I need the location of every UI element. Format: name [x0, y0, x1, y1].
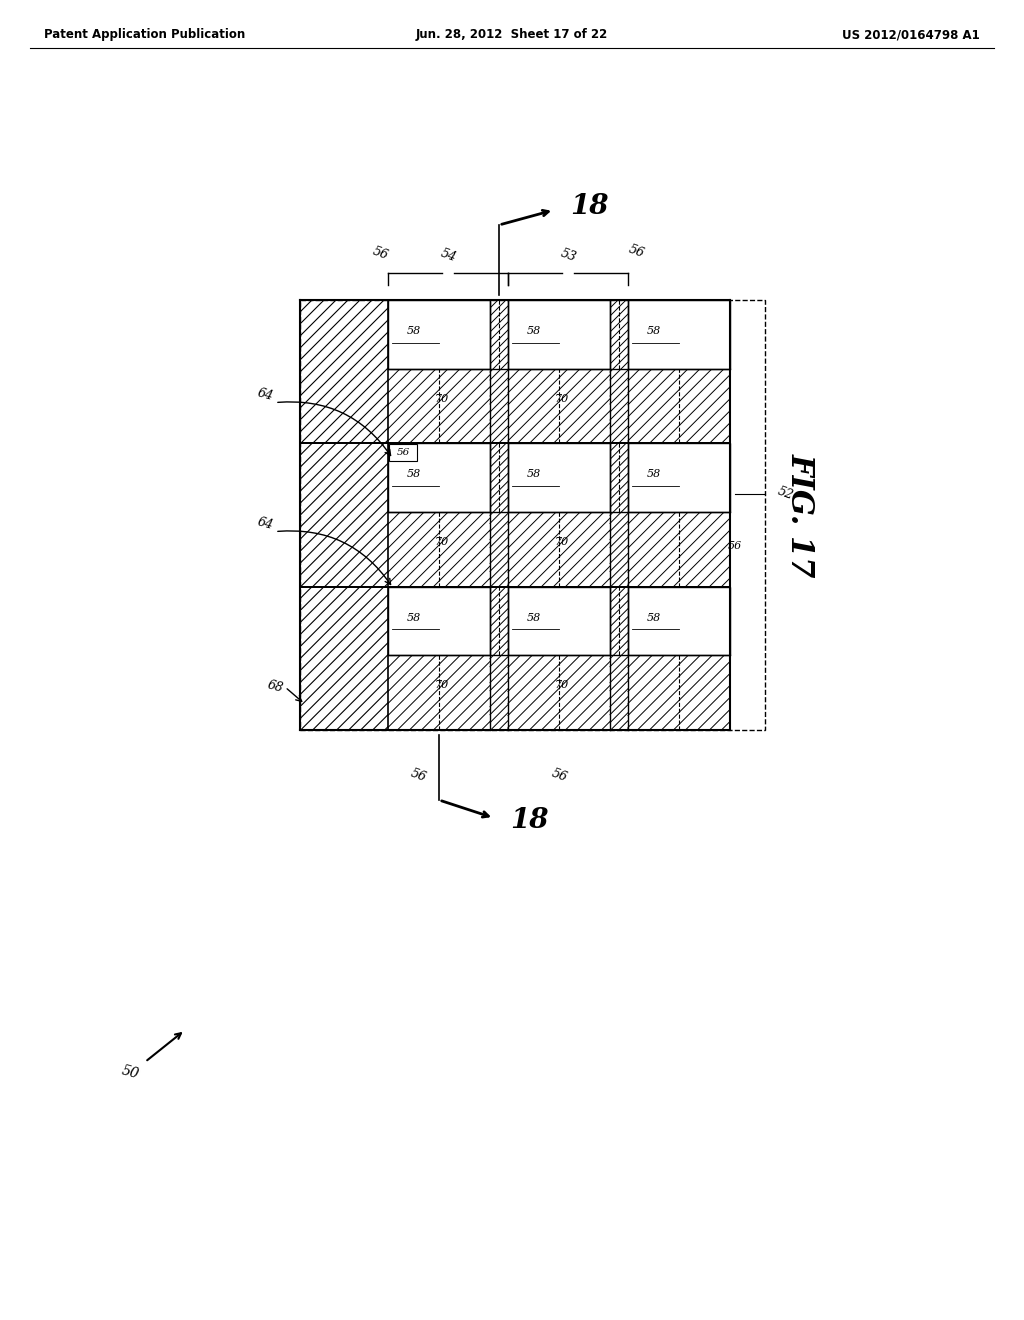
Text: 18: 18 — [569, 194, 608, 220]
Text: 70: 70 — [435, 680, 450, 690]
Bar — [388, 444, 490, 512]
Bar — [388, 586, 490, 656]
Bar — [628, 586, 730, 656]
Text: 56: 56 — [409, 766, 428, 784]
Bar — [508, 300, 610, 368]
Text: 58: 58 — [646, 470, 660, 479]
Text: 58: 58 — [646, 326, 660, 337]
Bar — [508, 444, 610, 512]
Text: 70: 70 — [555, 680, 569, 690]
Bar — [628, 300, 730, 368]
Text: 70: 70 — [555, 537, 569, 546]
Text: 58: 58 — [407, 326, 421, 337]
Text: 58: 58 — [526, 326, 541, 337]
Text: 53: 53 — [558, 246, 578, 264]
Text: 56: 56 — [396, 447, 410, 457]
Text: 68: 68 — [265, 678, 285, 696]
Text: Jun. 28, 2012  Sheet 17 of 22: Jun. 28, 2012 Sheet 17 of 22 — [416, 28, 608, 41]
Text: 58: 58 — [526, 612, 541, 623]
Bar — [628, 444, 730, 512]
Text: 56: 56 — [549, 766, 568, 784]
Text: 54: 54 — [438, 246, 458, 264]
Bar — [389, 445, 417, 461]
Text: US 2012/0164798 A1: US 2012/0164798 A1 — [843, 28, 980, 41]
Bar — [508, 586, 610, 656]
Text: 18: 18 — [510, 807, 548, 833]
Text: 58: 58 — [407, 612, 421, 623]
Text: 56: 56 — [371, 244, 390, 261]
Text: 64: 64 — [256, 387, 274, 403]
Text: 70: 70 — [435, 393, 450, 404]
Text: 56: 56 — [627, 242, 646, 260]
Text: 58: 58 — [526, 470, 541, 479]
Text: 58: 58 — [407, 470, 421, 479]
Text: 64: 64 — [256, 515, 274, 532]
Text: 52: 52 — [775, 484, 795, 503]
Text: FIG. 17: FIG. 17 — [784, 453, 815, 577]
Bar — [388, 300, 490, 368]
Text: 70: 70 — [435, 537, 450, 546]
Text: 56: 56 — [728, 541, 742, 550]
Text: 58: 58 — [646, 612, 660, 623]
Text: 70: 70 — [555, 393, 569, 404]
Text: 50: 50 — [120, 1063, 140, 1081]
Bar — [300, 300, 765, 730]
Text: Patent Application Publication: Patent Application Publication — [44, 28, 246, 41]
